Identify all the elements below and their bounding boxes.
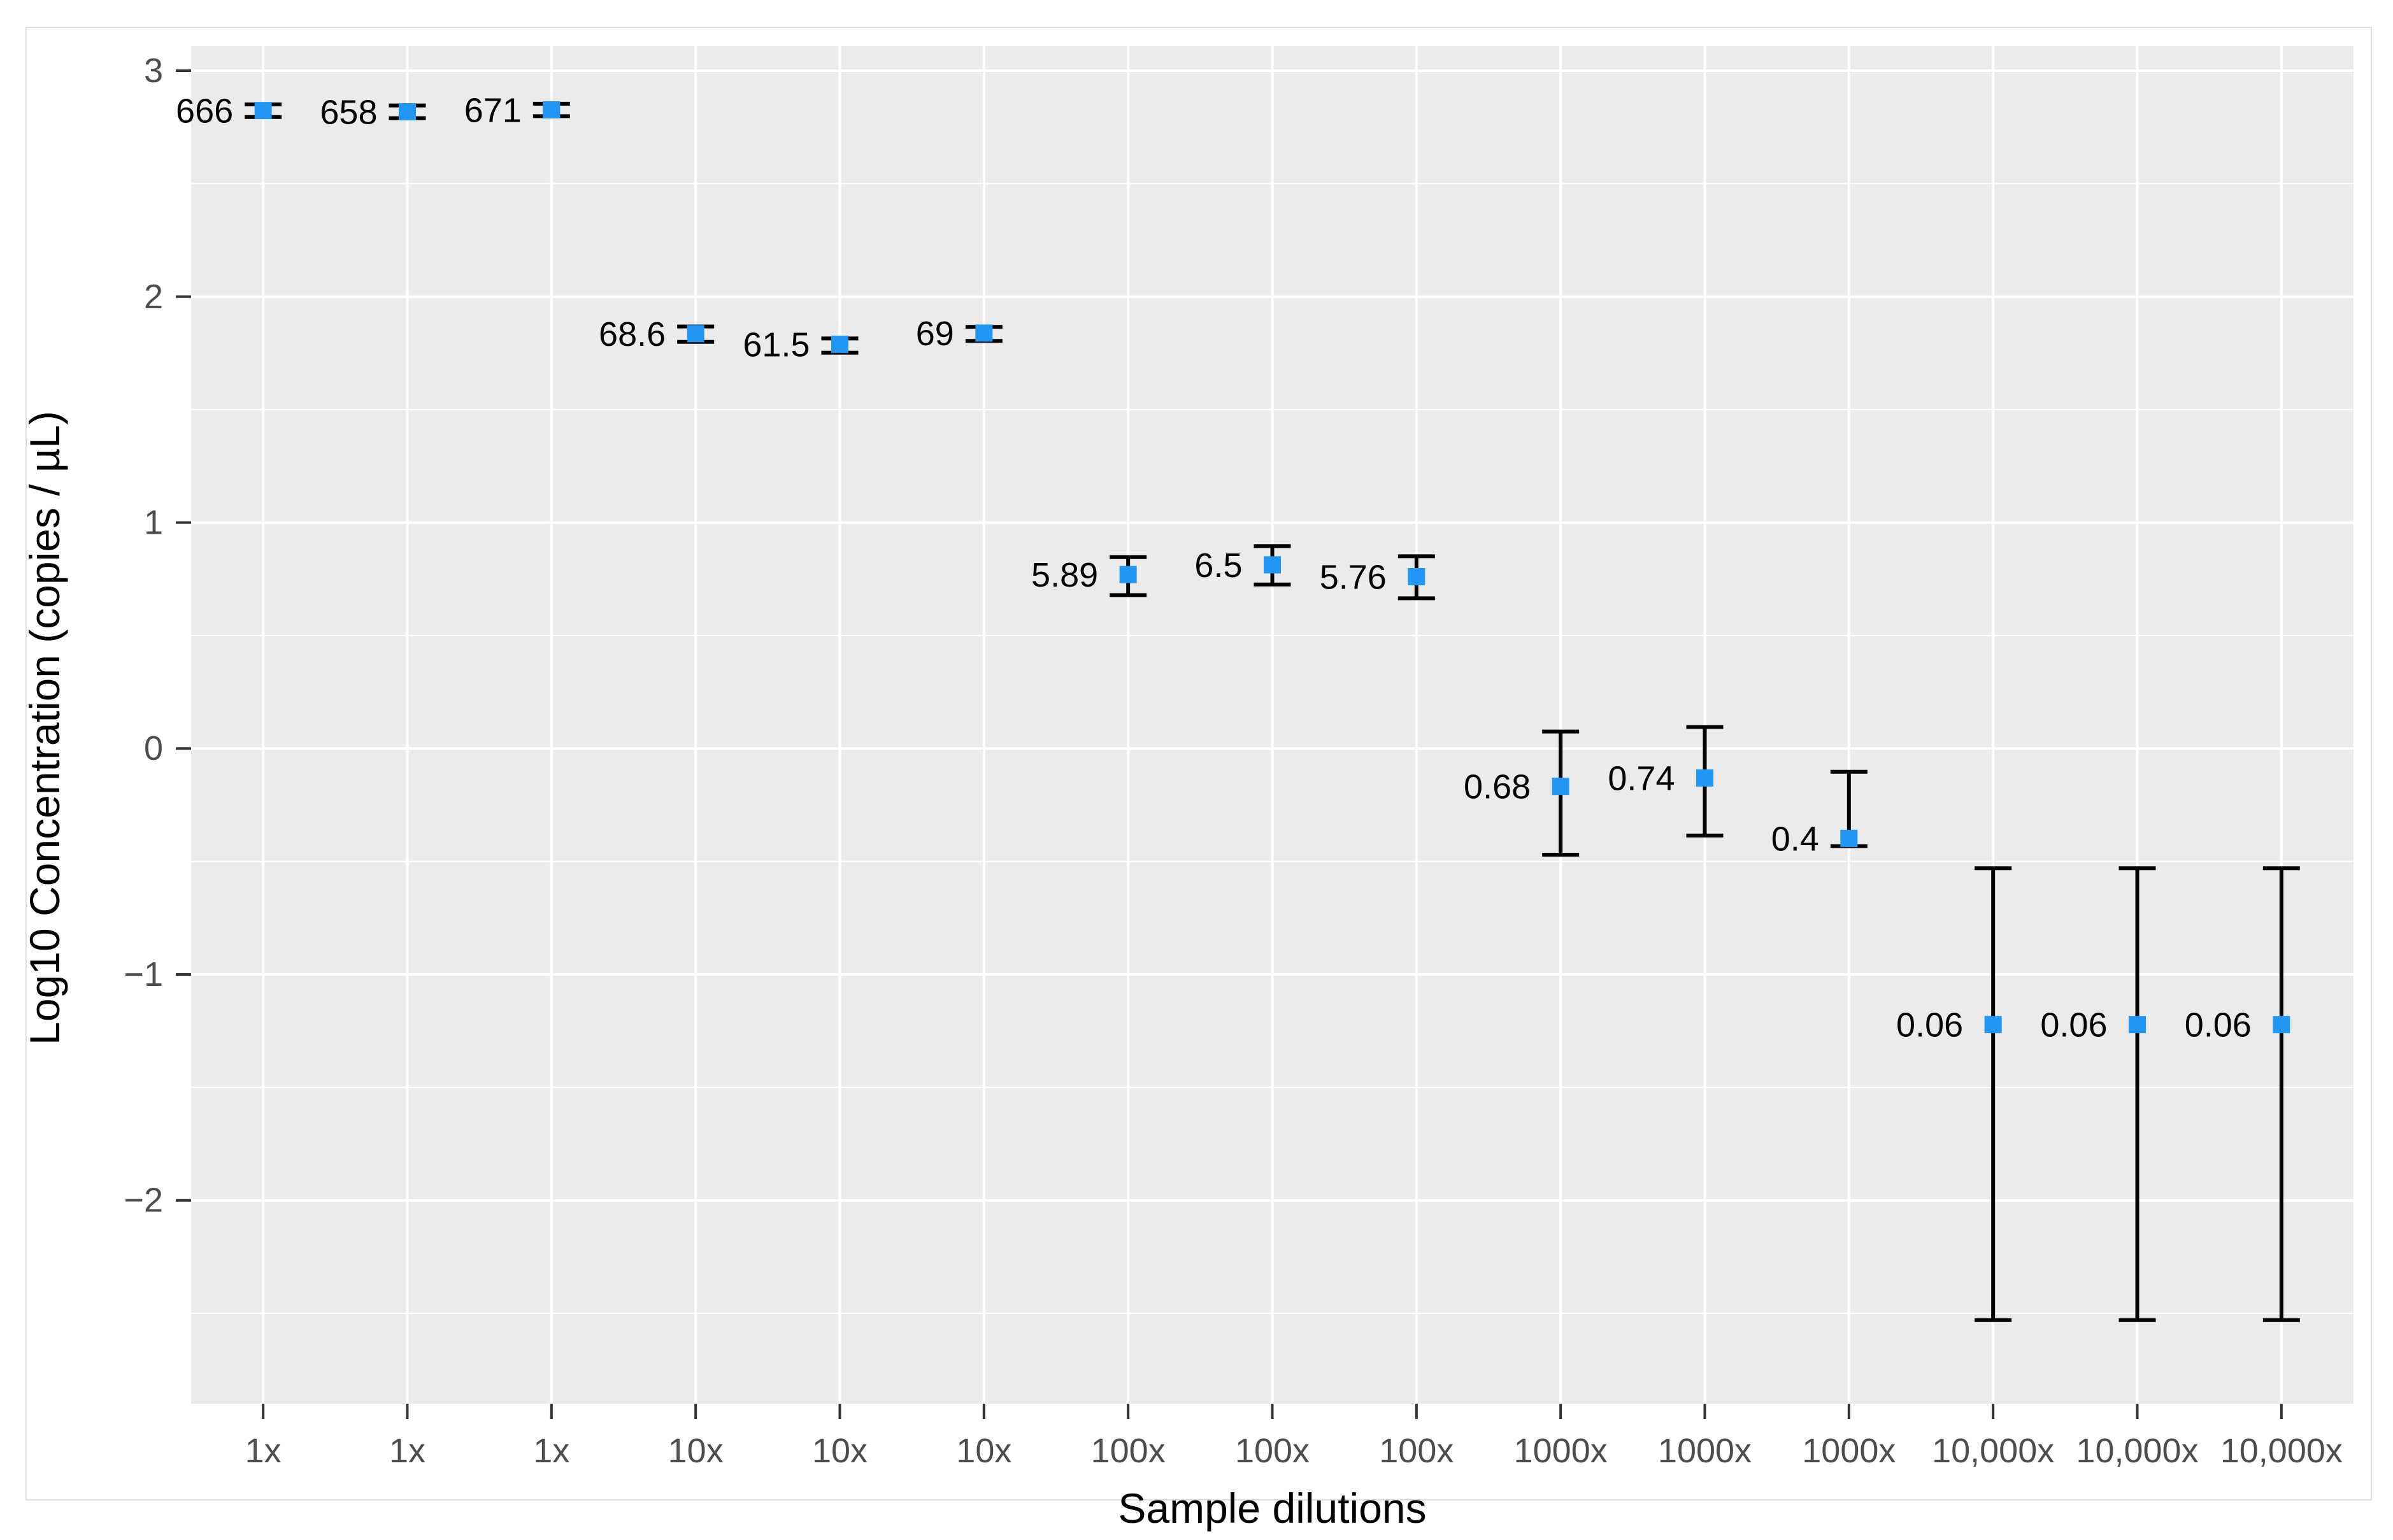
y-tick-label: −1 [124, 955, 163, 994]
data-point-label: 671 [464, 91, 522, 129]
data-point [399, 103, 416, 121]
data-point-label: 69 [916, 315, 954, 353]
data-point [1119, 566, 1137, 583]
x-tick-label: 100x [1235, 1432, 1310, 1470]
y-axis-title: Log10 Concentration (copies / µL) [21, 411, 68, 1045]
data-point-label: 5.89 [1031, 556, 1098, 594]
x-tick-label: 100x [1091, 1432, 1166, 1470]
y-tick-label: 0 [144, 729, 163, 767]
data-point [1552, 778, 1569, 795]
x-tick-label: 10,000x [2220, 1432, 2343, 1470]
x-tick-label: 1x [389, 1432, 425, 1470]
data-point [831, 336, 848, 353]
data-point-label: 61.5 [743, 326, 810, 364]
x-tick-label: 1x [245, 1432, 282, 1470]
x-tick-label: 1x [533, 1432, 569, 1470]
x-tick-label: 1000x [1658, 1432, 1752, 1470]
data-point [2129, 1016, 2146, 1034]
x-tick-label: 10x [956, 1432, 1011, 1470]
data-point-label: 0.06 [1896, 1006, 1963, 1044]
x-tick-label: 1000x [1514, 1432, 1608, 1470]
data-point-label: 0.74 [1608, 760, 1675, 798]
data-point [1984, 1016, 2002, 1034]
y-tick-label: 3 [144, 52, 163, 90]
data-point-label: 666 [176, 92, 233, 131]
x-axis-title: Sample dilutions [1118, 1485, 1427, 1532]
data-point-label: 5.76 [1320, 559, 1387, 597]
data-point-label: 0.06 [2185, 1006, 2252, 1044]
data-point [543, 101, 561, 118]
x-tick-label: 1000x [1802, 1432, 1896, 1470]
data-point [1840, 829, 1858, 847]
data-point-label: 0.06 [2040, 1006, 2107, 1044]
data-point [687, 325, 704, 343]
data-point-label: 0.68 [1464, 768, 1531, 806]
x-tick-label: 10,000x [1932, 1432, 2054, 1470]
data-point-label: 0.4 [1771, 820, 1819, 858]
data-point [2273, 1016, 2290, 1034]
x-tick-label: 10x [668, 1432, 724, 1470]
y-tick-label: 1 [144, 504, 163, 542]
data-point-label: 6.5 [1194, 546, 1242, 585]
data-point [1696, 769, 1713, 787]
data-point [975, 324, 993, 342]
data-point [254, 102, 272, 120]
data-point [1408, 568, 1425, 586]
data-point-label: 658 [320, 94, 377, 132]
y-tick-label: −2 [124, 1181, 163, 1220]
x-tick-label: 10,000x [2076, 1432, 2198, 1470]
data-point-label: 68.6 [599, 315, 666, 353]
y-tick-label: 2 [144, 278, 163, 316]
x-tick-label: 100x [1379, 1432, 1454, 1470]
data-point [1264, 556, 1281, 574]
x-tick-label: 10x [812, 1432, 868, 1470]
